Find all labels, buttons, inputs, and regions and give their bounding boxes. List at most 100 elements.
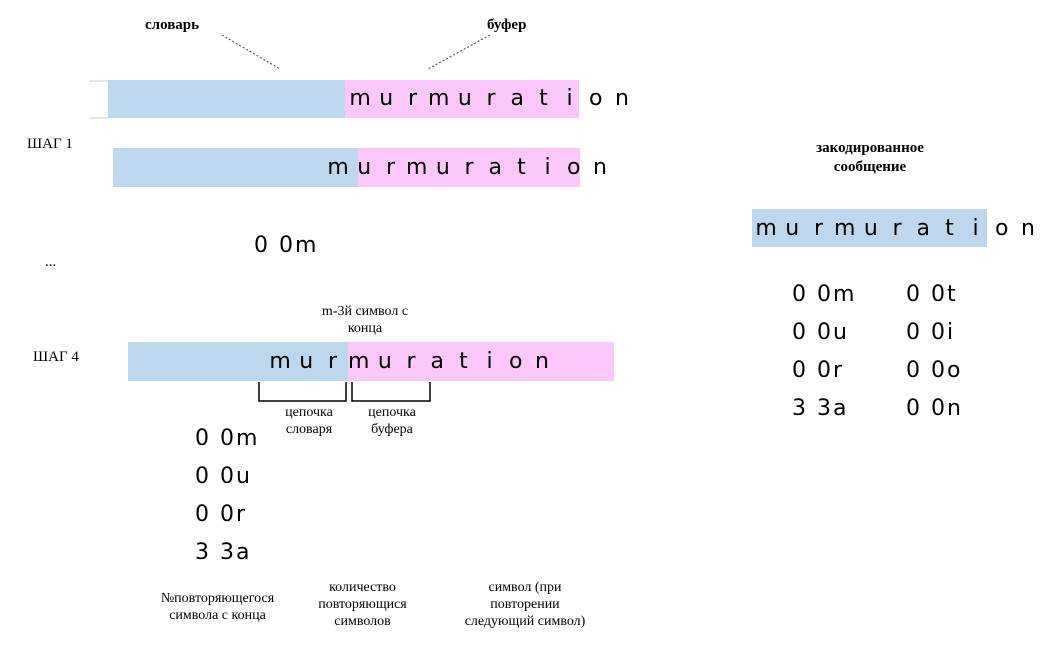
dictionary-chain-line2: словаря [285,422,333,437]
encoded-letter-5: r [892,216,902,241]
row0-letter-6: a [510,86,524,111]
encoded-letter-0: m [755,216,777,241]
legend-length-line3: символов [334,614,391,629]
encoded-letter-9: o [995,216,1009,241]
row0-letter-3: m [427,86,450,111]
encoded-letter-4: u [863,216,878,241]
encoded-code-3: 0 0r [792,358,845,383]
mth-symbol-note-line1: m-3й символ с [321,304,409,319]
row1-buffer-band [358,148,580,187]
encoded-code-4: 3 3a [792,396,849,421]
ellipsis: ... [45,254,57,270]
encoded-code-6: 0 0i [906,320,956,345]
step4-code-2: 0 0u [195,464,252,489]
row1-letter-4: u [435,155,450,180]
encoded-letter-6: a [916,216,930,241]
row4-letter-5: r [406,349,416,374]
row4-letter-3: m [347,349,370,374]
legend-symbol-line1: символ (при [488,580,562,595]
encoded-letter-8: i [972,216,979,241]
buffer-chain-label: цепочка буфера [353,404,431,438]
encoded-band [752,209,987,247]
encoded-title-line2: сообщение [833,159,907,175]
step1-code: 0 0m [254,233,319,258]
row4-letter-7: t [459,349,468,374]
row0-letter-4: u [457,86,472,111]
row1-letter-9: o [567,155,581,180]
row4-letter-8: i [486,349,493,374]
dictionary-chain-line1: цепочка [285,405,333,420]
row1-letter-8: i [544,155,551,180]
buffer-chain-bracket [351,382,431,402]
row0-letter-5: r [486,86,496,111]
legend-length-line2: повторяющися [318,597,407,612]
legend-offset: №повторяющегося символа с конца [135,590,300,624]
row1-letter-1: u [357,155,372,180]
row1-letter-2: r [385,155,395,180]
step4-code-3: 0 0r [195,502,248,527]
encoded-letter-7: t [945,216,954,241]
legend-symbol-line3: следующий символ) [464,614,586,629]
dictionary-chain-label: цепочка словаря [268,404,350,438]
row4-letter-6: a [430,349,444,374]
legend-length: количество повторяющися символов [300,579,425,630]
row0-letter-9: o [589,86,603,111]
encoded-code-5: 0 0t [906,282,958,307]
legend-offset-line1: №повторяющегося [160,591,275,606]
row4-letter-4: u [377,349,392,374]
row4-letter-2: r [327,349,337,374]
row0-dictionary-band [108,80,345,118]
row1-letter-10: n [592,155,607,180]
row4-letter-10: n [534,349,549,374]
mth-symbol-note-line2: конца [347,321,383,336]
buffer-chain-line1: цепочка [368,405,416,420]
encoded-code-7: 0 0o [906,358,963,383]
row1-letter-0: m [327,155,349,180]
step1-label: ШАГ 1 [27,136,73,152]
legend-offset-line2: символа с конца [169,608,266,623]
encoded-title-line1: закодированное [816,140,924,156]
legend-symbol-line2: повторении [490,597,560,612]
row1-dictionary-band [113,148,358,187]
row1-letter-5: r [464,155,474,180]
row0-letter-0: m [349,86,371,111]
mth-symbol-note: m-3й символ с конца [300,303,430,337]
row1-letter-6: a [488,155,502,180]
row4-letter-9: o [509,349,523,374]
row0-letter-2: r [407,86,417,111]
buffer-chain-line2: буфера [371,422,413,437]
legend-symbol: символ (при повторении следующий символ) [440,579,610,630]
row0-buffer-band [345,80,579,118]
encoded-letter-10: n [1020,216,1035,241]
encoded-title: закодированное сообщение [780,139,960,177]
row4-letter-0: m [269,349,291,374]
encoded-letter-2: r [813,216,823,241]
row4-dictionary-band [128,342,348,381]
encoded-code-8: 0 0n [906,396,963,421]
row0-letter-1: u [379,86,394,111]
dictionary-label: словарь [145,17,200,33]
row1-letter-7: t [517,155,526,180]
dictionary-chain-bracket [258,382,347,402]
step4-label: ШАГ 4 [33,349,79,365]
row1-letter-3: m [405,155,428,180]
legend-length-line1: количество [329,580,396,595]
encoded-letter-3: m [833,216,856,241]
row4-buffer-band [348,342,614,381]
buffer-pointer-line [427,34,491,70]
step4-code-1: 0 0m [195,426,260,451]
dictionary-pointer-line [221,34,281,70]
encoded-code-1: 0 0m [792,282,857,307]
encoded-letter-1: u [785,216,800,241]
encoded-code-2: 0 0u [792,320,849,345]
row4-letter-1: u [299,349,314,374]
row0-letter-10: n [614,86,629,111]
row0-letter-7: t [539,86,548,111]
step4-code-4: 3 3a [195,540,252,565]
buffer-label: буфер [487,17,527,33]
